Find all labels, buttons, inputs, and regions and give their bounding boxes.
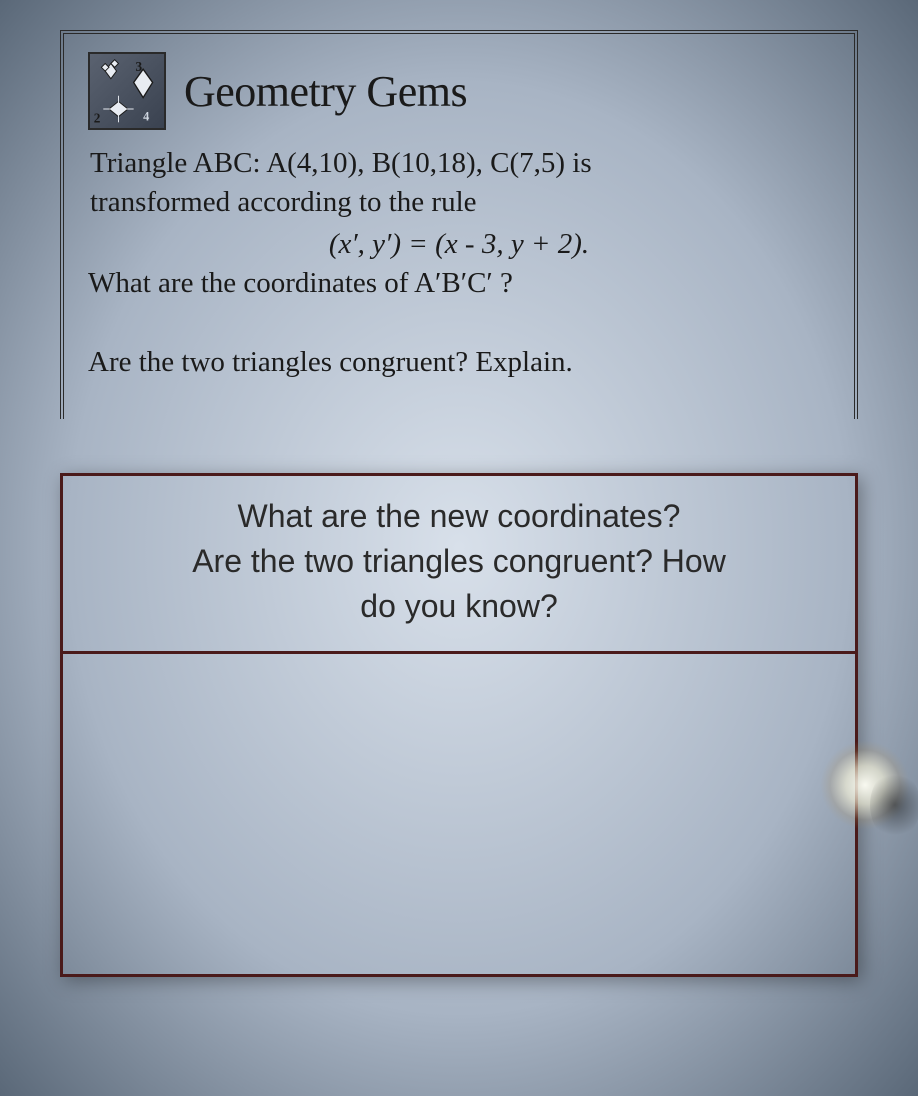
page-container: 3 2 4 Geometry Gems Triangle ABC: A(4,10…	[40, 0, 878, 1096]
answer-prompt: What are the new coordinates? Are the tw…	[63, 476, 855, 653]
svg-text:2: 2	[94, 110, 101, 125]
question-coordinates: What are the coordinates of A′B′C′ ?	[88, 267, 830, 300]
problem-text: Triangle ABC: A(4,10), B(10,18), C(7,5) …	[90, 144, 830, 222]
section-title: Geometry Gems	[184, 66, 467, 117]
geometry-gems-icon: 3 2 4	[88, 52, 166, 130]
problem-line-2: transformed according to the rule	[90, 183, 830, 222]
answer-prompt-line-1: What are the new coordinates?	[103, 494, 815, 539]
transformation-rule: (x′, y′) = (x - 3, y + 2).	[88, 228, 830, 261]
header-row: 3 2 4 Geometry Gems	[88, 52, 830, 130]
answer-box: What are the new coordinates? Are the tw…	[60, 473, 858, 976]
answer-prompt-line-2: Are the two triangles congruent? How	[103, 539, 815, 584]
problem-box: 3 2 4 Geometry Gems Triangle ABC: A(4,10…	[60, 30, 858, 419]
svg-text:4: 4	[143, 109, 149, 123]
answer-area[interactable]	[63, 654, 855, 974]
answer-prompt-line-3: do you know?	[103, 584, 815, 629]
problem-line-1: Triangle ABC: A(4,10), B(10,18), C(7,5) …	[90, 144, 830, 183]
question-congruent: Are the two triangles congruent? Explain…	[88, 346, 830, 379]
